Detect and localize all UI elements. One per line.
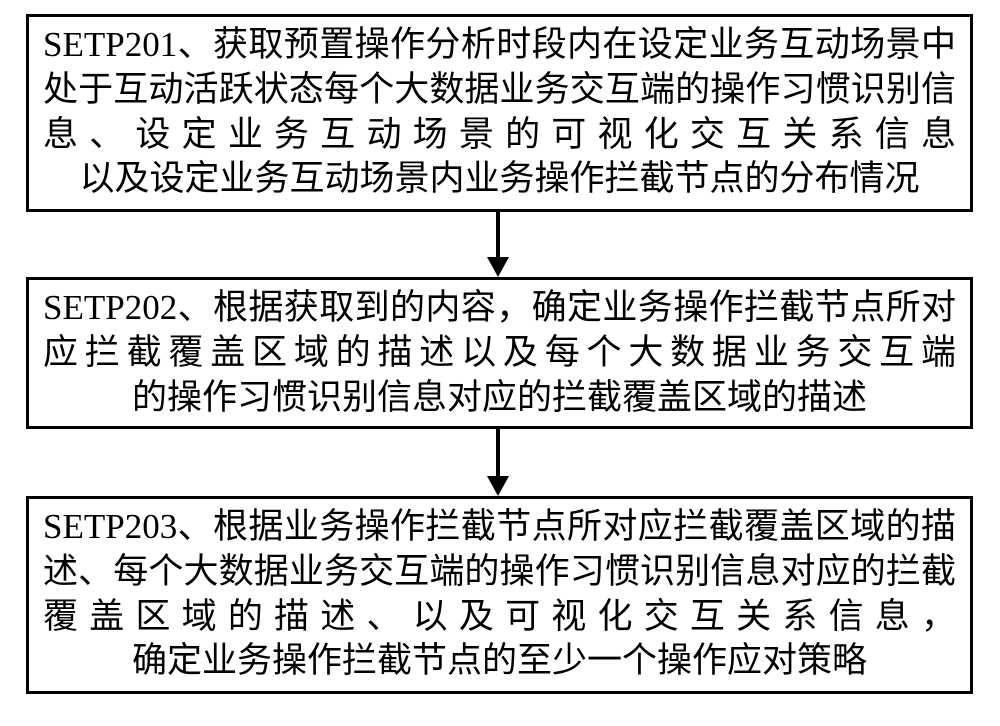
step-text-last: 确定业务操作拦截节点的至少一个操作应对策略 [43,639,956,684]
flowchart-canvas: SETP201、获取预置操作分析时段内在设定业务互动场景中处于互动活跃状态每个大… [0,0,1000,726]
arrow-stem-1 [496,212,500,257]
step-text-last: 以及设定业务互动场景内业务操作拦截节点的分布情况 [43,157,956,202]
step-text-main: SETP201、获取预置操作分析时段内在设定业务互动场景中处于互动活跃状态每个大… [43,25,956,154]
step-box-202: SETP202、根据获取到的内容，确定业务操作拦截节点所对应拦截覆盖区域的描述以… [26,277,973,429]
arrow-stem-2 [496,429,500,476]
arrow-head-1 [487,257,509,277]
step-box-201: SETP201、获取预置操作分析时段内在设定业务互动场景中处于互动活跃状态每个大… [26,14,973,212]
step-text-main: SETP203、根据业务操作拦截节点所对应拦截覆盖区域的描述、每个大数据业务交互… [43,507,956,636]
step-text-main: SETP202、根据获取到的内容，确定业务操作拦截节点所对应拦截覆盖区域的描述以… [43,288,956,372]
step-box-203: SETP203、根据业务操作拦截节点所对应拦截覆盖区域的描述、每个大数据业务交互… [26,496,973,694]
step-text-last: 的操作习惯识别信息对应的拦截覆盖区域的描述 [43,376,956,421]
arrow-head-2 [487,476,509,496]
